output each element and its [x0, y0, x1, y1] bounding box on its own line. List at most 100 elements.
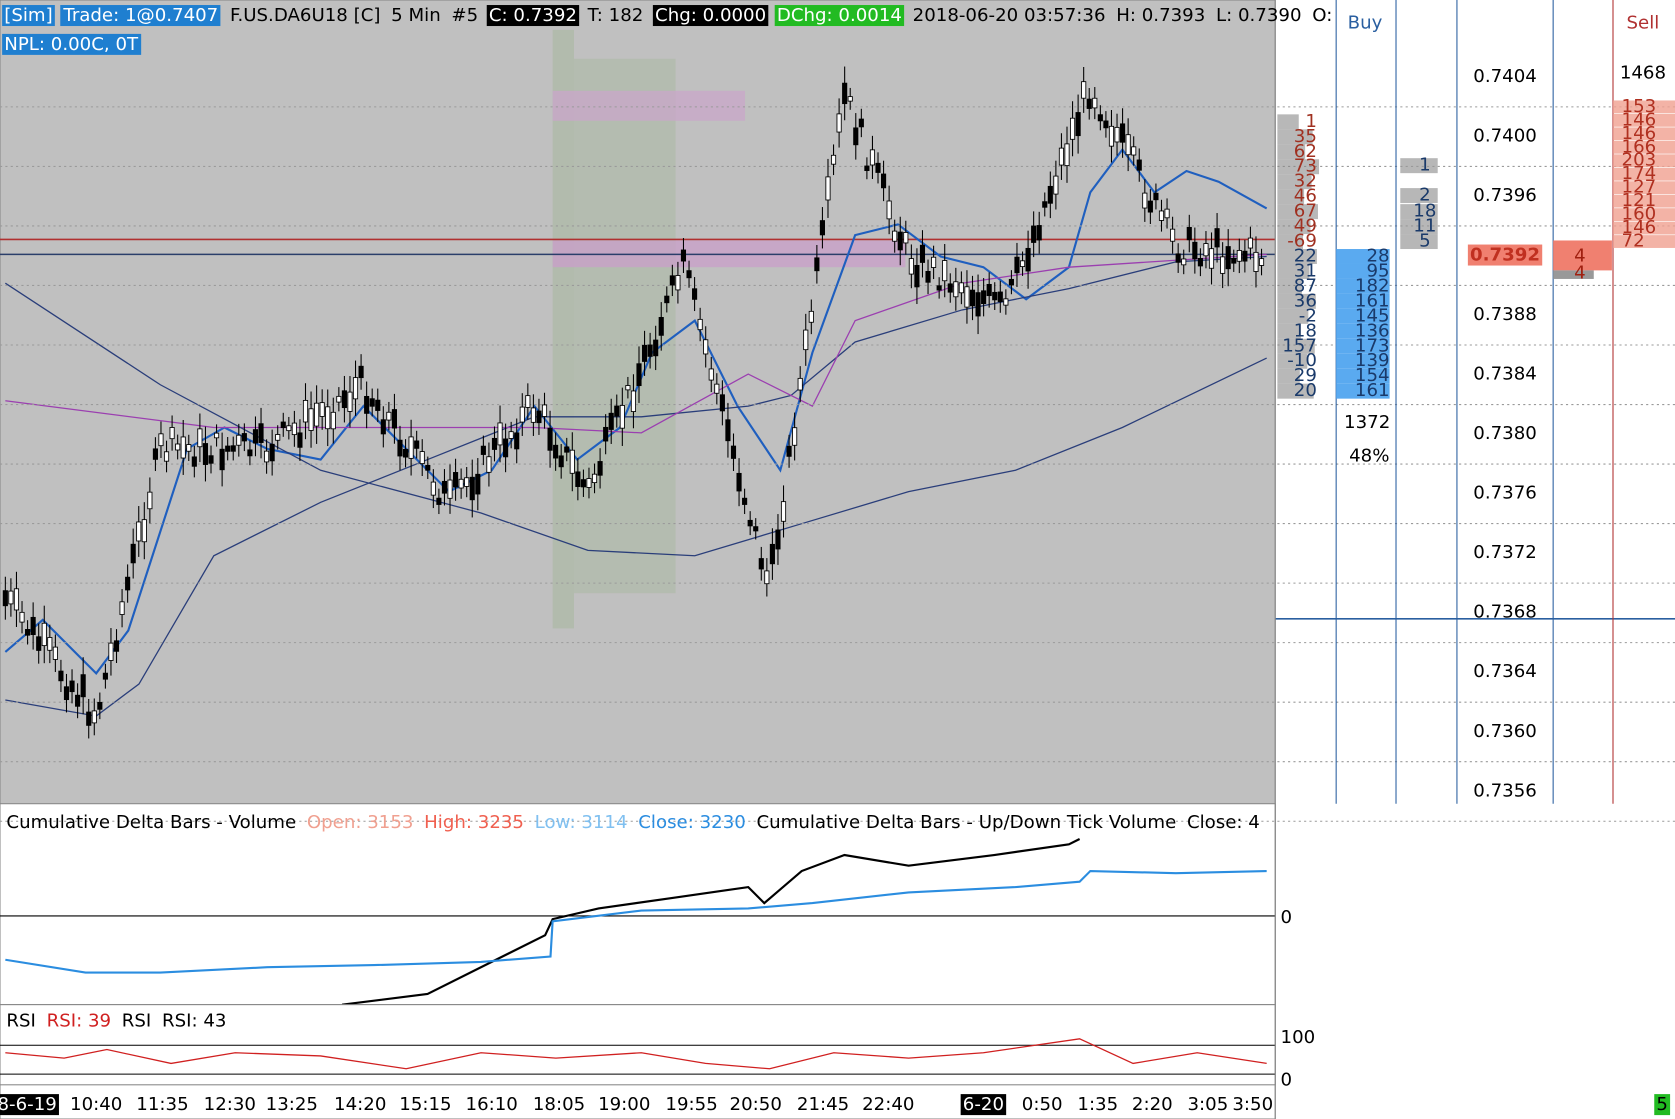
profile-bar: [1277, 144, 1306, 160]
trade-bar: [1400, 158, 1438, 174]
candle: [102, 672, 108, 680]
candle: [252, 429, 259, 444]
candle: [503, 438, 509, 458]
candle: [947, 283, 953, 293]
candle: [1153, 192, 1159, 201]
time-label: 16:10: [466, 1094, 518, 1115]
trade-size: 18: [1413, 201, 1436, 222]
moving-average: [5, 253, 1267, 434]
candle: [558, 455, 564, 468]
candle: [302, 399, 309, 423]
candle: [842, 82, 848, 105]
profile-bar: [1277, 219, 1311, 235]
candle: [931, 256, 937, 268]
candle: [797, 377, 803, 391]
candle: [564, 446, 570, 453]
sell-size: 160: [1622, 204, 1657, 225]
candle: [1158, 210, 1165, 221]
candle: [675, 275, 681, 291]
candle: [497, 422, 503, 446]
candle: [1053, 175, 1059, 195]
sell-bar: [1613, 154, 1675, 168]
header-item: H: 0.7393: [1116, 5, 1205, 26]
header-item: O:: [1312, 5, 1332, 26]
volume-profile: [574, 58, 676, 594]
candle: [247, 449, 253, 457]
candle: [213, 432, 220, 439]
profile-bar: [1277, 174, 1312, 190]
candle: [425, 464, 431, 471]
price-label: 0.7388: [1473, 304, 1537, 325]
buy-size: 95: [1366, 260, 1389, 281]
price-label: 0.7384: [1473, 364, 1537, 385]
price-label: 0.7372: [1473, 542, 1537, 563]
candle: [453, 472, 459, 488]
candle: [692, 288, 698, 300]
candle: [881, 173, 887, 189]
candle: [825, 176, 831, 201]
sell-bar: [1613, 194, 1675, 208]
candle: [1092, 97, 1098, 109]
candle: [803, 329, 809, 351]
rsi-axis: 0: [1281, 1070, 1293, 1091]
candle: [697, 318, 703, 331]
candle: [580, 479, 586, 488]
profile-size: 1: [1305, 111, 1317, 132]
candle: [792, 427, 798, 446]
trade-size: 1: [1419, 155, 1431, 176]
candle: [1014, 256, 1020, 274]
candle: [1064, 143, 1070, 167]
candle: [1120, 123, 1126, 143]
candle: [364, 395, 370, 414]
price-label: 0.7368: [1473, 602, 1537, 623]
header-item: T: 182: [587, 5, 644, 26]
sell-size: 72: [1622, 231, 1645, 252]
candle: [536, 410, 542, 424]
candle: [491, 437, 498, 450]
candle: [419, 451, 425, 465]
candle: [358, 365, 364, 379]
candle: [636, 363, 642, 387]
label-bg: [0, 1094, 59, 1116]
price-label: 0.7404: [1473, 66, 1537, 87]
candle: [163, 451, 170, 462]
profile-size: 49: [1294, 216, 1317, 237]
candle: [530, 407, 536, 423]
candle: [958, 282, 964, 294]
candle: [653, 339, 659, 357]
delta-label: High: 3235: [424, 812, 524, 833]
candle: [1125, 134, 1131, 156]
header-item: 5 Min: [391, 5, 441, 26]
candle: [91, 710, 97, 724]
candle: [269, 443, 275, 462]
candle: [125, 576, 131, 591]
volume-profile: [552, 29, 575, 629]
candle: [1081, 81, 1087, 99]
time-label: 2:20: [1132, 1094, 1173, 1115]
delta-label: Close: 4: [1187, 812, 1260, 833]
candle: [1047, 185, 1053, 204]
time-label: 6-20: [963, 1094, 1004, 1115]
candle: [47, 637, 53, 651]
candle: [769, 543, 775, 565]
candle: [1220, 256, 1226, 274]
buy-bar: [1336, 383, 1390, 399]
header-item: F.US.DA6U18 [C]: [230, 5, 381, 26]
trade-size: 2: [1419, 185, 1431, 206]
candle: [569, 449, 575, 474]
candle: [1197, 258, 1203, 267]
time-label: 12:30: [204, 1094, 256, 1115]
time-label: 1:35: [1077, 1094, 1118, 1115]
buy-bar: [1336, 293, 1390, 309]
candle: [714, 383, 720, 394]
label-bg: [486, 5, 580, 27]
sell-size: 146: [1622, 123, 1657, 144]
delta-pane: [0, 803, 1276, 1006]
candle: [986, 283, 992, 297]
candle: [130, 543, 136, 564]
candle: [264, 450, 270, 463]
candle: [58, 670, 64, 682]
candle: [175, 443, 181, 451]
candle: [892, 230, 898, 242]
candle: [586, 478, 592, 488]
